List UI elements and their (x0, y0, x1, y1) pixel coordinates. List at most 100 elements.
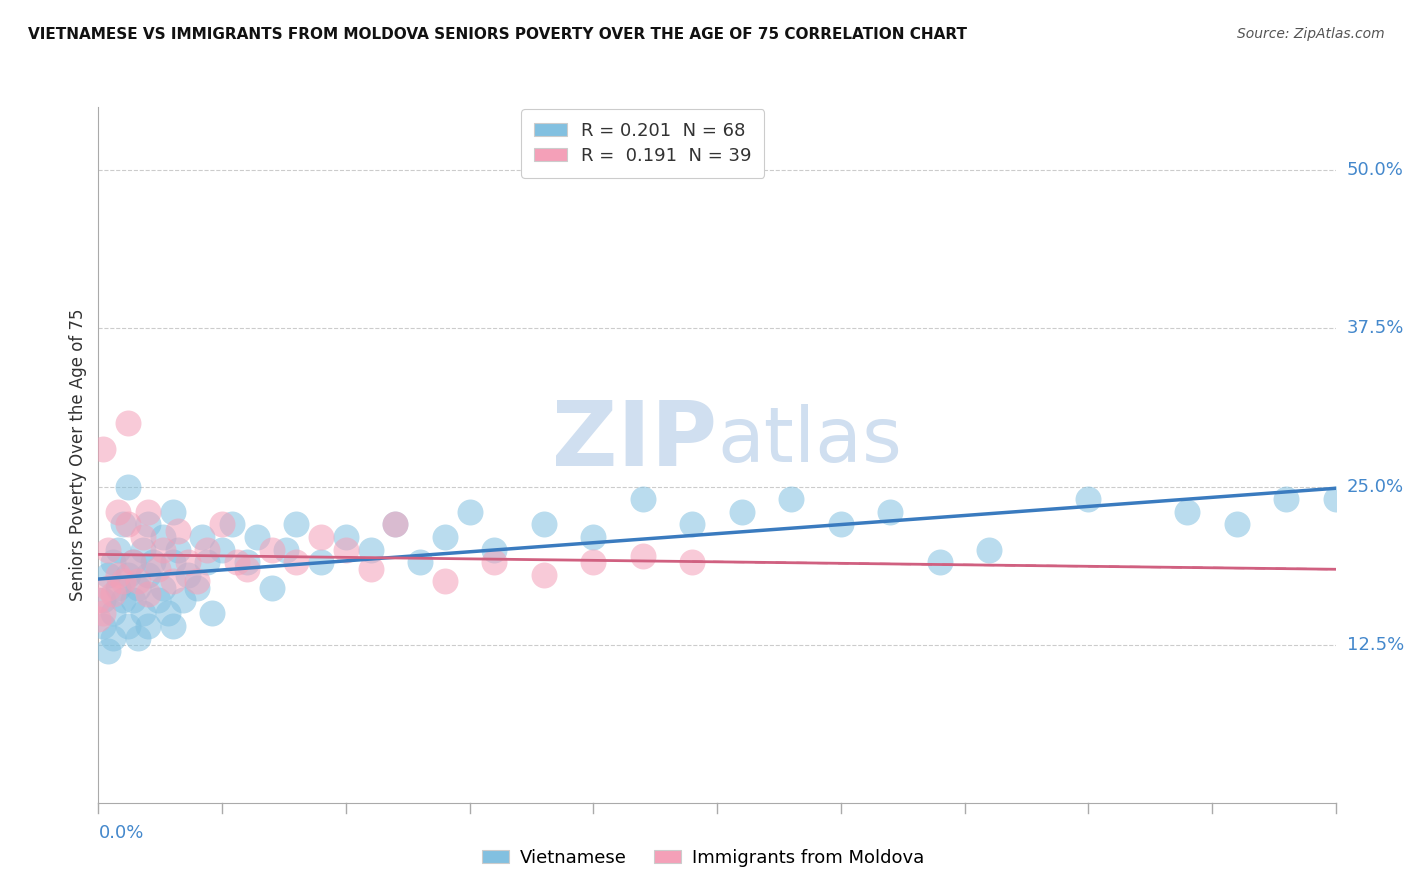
Point (146, 593, 169, 607)
Point (309, 530, 332, 544)
Point (384, 517, 406, 532)
Point (136, 587, 159, 601)
Point (112, 593, 135, 607)
Point (166, 524, 188, 538)
Point (582, 530, 605, 544)
Point (152, 581, 174, 595)
Point (260, 542, 283, 557)
Point (132, 606, 155, 620)
Point (97, 542, 120, 557)
Point (93, 606, 115, 620)
Point (107, 568, 129, 582)
Point (236, 562, 259, 576)
Point (246, 530, 269, 544)
Point (830, 517, 852, 532)
Text: 50.0%: 50.0% (1347, 161, 1403, 179)
Point (136, 618, 159, 632)
Point (127, 632, 149, 646)
Point (285, 556, 308, 570)
Text: 0.0%: 0.0% (98, 823, 143, 842)
Point (176, 556, 198, 570)
Text: 37.5%: 37.5% (1347, 319, 1405, 337)
Point (162, 574, 184, 589)
Point (360, 562, 382, 576)
Point (384, 517, 406, 532)
Point (928, 556, 950, 570)
Point (132, 530, 155, 544)
Point (117, 618, 139, 632)
Point (103, 632, 125, 646)
Point (136, 568, 159, 582)
Point (97, 644, 120, 658)
Point (122, 556, 145, 570)
Point (127, 574, 149, 589)
Point (631, 492, 654, 507)
Point (1175, 505, 1198, 519)
Point (433, 574, 456, 589)
Point (335, 530, 357, 544)
Point (285, 517, 308, 532)
Point (117, 568, 139, 582)
Text: VIETNAMESE VS IMMIGRANTS FROM MOLDOVA SENIORS POVERTY OVER THE AGE OF 75 CORRELA: VIETNAMESE VS IMMIGRANTS FROM MOLDOVA SE… (28, 27, 967, 42)
Point (681, 517, 703, 532)
Point (979, 542, 1001, 557)
Point (103, 587, 125, 601)
Text: ZIP: ZIP (553, 397, 717, 485)
Point (309, 556, 332, 570)
Text: Source: ZipAtlas.com: Source: ZipAtlas.com (1237, 27, 1385, 41)
Point (1226, 517, 1249, 532)
Point (1275, 492, 1298, 507)
Point (458, 505, 481, 519)
Point (433, 530, 456, 544)
Point (142, 556, 165, 570)
Point (226, 556, 249, 570)
Point (152, 542, 174, 557)
Point (191, 530, 214, 544)
Point (221, 517, 243, 532)
Point (195, 556, 218, 570)
Point (97, 581, 120, 595)
Point (276, 542, 298, 557)
Point (211, 517, 233, 532)
Point (162, 556, 184, 570)
Point (87, 593, 110, 607)
Text: atlas: atlas (717, 404, 901, 478)
Point (107, 505, 129, 519)
Point (117, 479, 139, 493)
Point (107, 542, 129, 557)
Point (107, 581, 129, 595)
Point (780, 492, 803, 507)
Point (186, 581, 208, 595)
Text: 25.0%: 25.0% (1347, 477, 1405, 496)
Point (681, 556, 703, 570)
Point (211, 542, 233, 557)
Point (335, 542, 357, 557)
Point (112, 517, 135, 532)
Point (103, 556, 125, 570)
Point (186, 574, 208, 589)
Text: 12.5%: 12.5% (1347, 636, 1405, 654)
Point (533, 568, 555, 582)
Point (236, 556, 259, 570)
Point (152, 530, 174, 544)
Point (93, 593, 115, 607)
Point (122, 593, 145, 607)
Point (360, 542, 382, 557)
Point (176, 568, 198, 582)
Point (172, 593, 194, 607)
Point (879, 505, 901, 519)
Legend: R = 0.201  N = 68, R =  0.191  N = 39: R = 0.201 N = 68, R = 0.191 N = 39 (522, 109, 765, 178)
Point (112, 574, 135, 589)
Point (162, 618, 184, 632)
Point (260, 581, 283, 595)
Y-axis label: Seniors Poverty Over the Age of 75: Seniors Poverty Over the Age of 75 (69, 309, 87, 601)
Point (97, 568, 120, 582)
Point (156, 606, 179, 620)
Point (146, 562, 169, 576)
Point (409, 556, 432, 570)
Point (582, 556, 605, 570)
Legend: Vietnamese, Immigrants from Moldova: Vietnamese, Immigrants from Moldova (475, 842, 931, 874)
Point (533, 517, 555, 532)
Point (117, 417, 139, 431)
Point (117, 517, 139, 532)
